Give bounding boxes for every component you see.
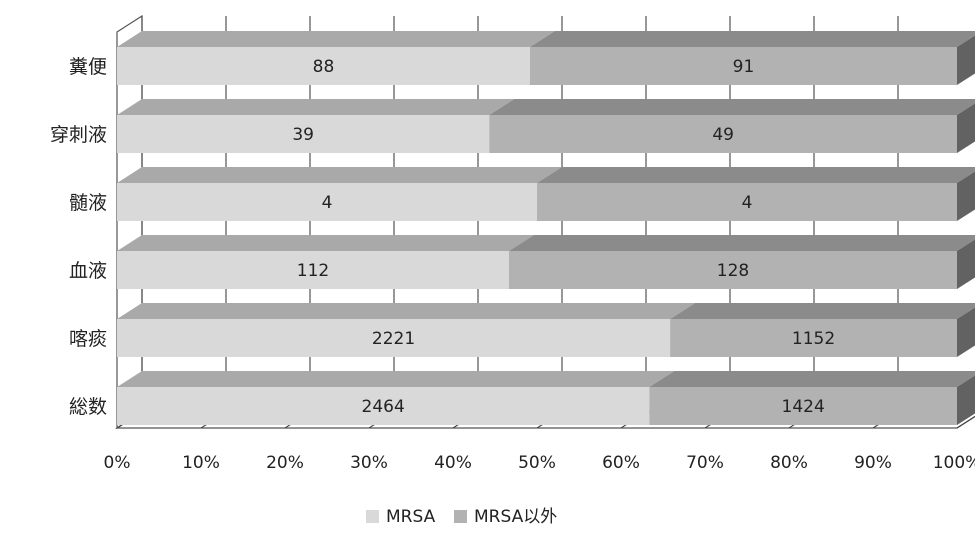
bar-top — [489, 99, 975, 115]
legend-label: MRSA以外 — [474, 507, 557, 527]
x-tick-label: 60% — [602, 453, 640, 473]
data-label: 112 — [297, 261, 329, 281]
bar-top — [117, 303, 696, 319]
x-tick-label: 90% — [854, 453, 892, 473]
data-label: 2464 — [362, 397, 405, 417]
bar-top — [117, 99, 515, 115]
bar-segment — [489, 115, 957, 153]
bar-segment — [529, 47, 957, 85]
bar-top — [537, 167, 975, 183]
data-label: 2221 — [372, 329, 415, 349]
x-tick-label: 100% — [933, 453, 975, 473]
bar-top — [649, 371, 975, 387]
bars — [117, 31, 975, 425]
floor-gridline — [956, 415, 975, 429]
bar-segment — [117, 387, 650, 425]
bar-top — [117, 371, 675, 387]
bar-segment — [117, 115, 490, 153]
bar-top — [529, 31, 975, 47]
bar-top — [117, 31, 555, 47]
bar-side — [957, 103, 975, 153]
data-label: 4 — [742, 193, 753, 213]
bar-segment — [537, 183, 957, 221]
x-tick-label: 70% — [686, 453, 724, 473]
category-label: 糞便 — [69, 56, 107, 78]
bar-segment — [117, 319, 671, 357]
bar-segment — [117, 251, 509, 289]
bar-segment — [649, 387, 957, 425]
bar-top — [670, 303, 975, 319]
data-label: 91 — [733, 57, 755, 77]
x-tick-label: 10% — [182, 453, 220, 473]
data-label: 1152 — [792, 329, 835, 349]
x-tick-label: 80% — [770, 453, 808, 473]
bar-side — [957, 375, 975, 425]
bar-segment — [117, 47, 530, 85]
data-label: 49 — [712, 125, 734, 145]
data-label: 1424 — [782, 397, 825, 417]
bar-segment — [117, 183, 537, 221]
data-label: 88 — [313, 57, 335, 77]
x-tick-label: 0% — [104, 453, 131, 473]
legend-swatch — [454, 510, 467, 523]
bar-segment — [670, 319, 957, 357]
data-labels: 88 91 39 49 4 4 112 128 2221 1152 2464 1424 — [292, 57, 835, 417]
category-label: 穿刺液 — [50, 124, 107, 146]
bar-side — [957, 35, 975, 85]
category-label: 総数 — [69, 396, 107, 418]
category-label: 血液 — [69, 260, 107, 282]
data-label: 4 — [322, 193, 333, 213]
bar-top — [117, 167, 562, 183]
x-axis-tick-labels: 0% 10% 20% 30% 40% 50% 60% 70% 80% 90% 100% — [104, 453, 975, 473]
data-label: 39 — [292, 125, 314, 145]
legend-label: MRSA — [386, 507, 436, 527]
bar-side — [957, 171, 975, 221]
x-tick-label: 40% — [434, 453, 472, 473]
data-label: 128 — [717, 261, 749, 281]
x-tick-label: 30% — [350, 453, 388, 473]
x-tick-label: 20% — [266, 453, 304, 473]
bar-top — [117, 235, 534, 251]
x-tick-label: 50% — [518, 453, 556, 473]
category-label: 喀痰 — [69, 328, 107, 350]
legend: MRSA MRSA以外 — [366, 507, 557, 527]
category-label: 髄液 — [69, 192, 107, 214]
legend-swatch — [366, 510, 379, 523]
bar-side — [957, 307, 975, 357]
bar-top — [509, 235, 975, 251]
bar-segment — [509, 251, 957, 289]
bar-side — [957, 239, 975, 289]
